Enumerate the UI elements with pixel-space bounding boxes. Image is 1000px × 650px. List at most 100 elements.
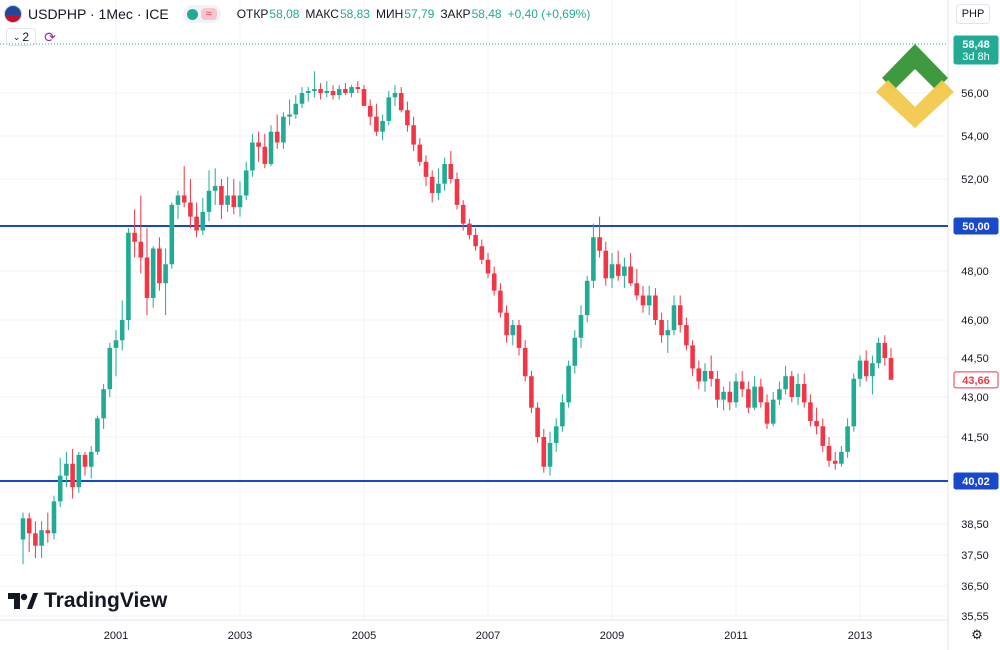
sync-icon[interactable]: ⟳ xyxy=(44,29,56,45)
candle-body xyxy=(504,312,509,336)
candle-body xyxy=(640,295,646,306)
candle-body xyxy=(659,320,664,336)
current-price-tag-countdown: 3d 8h xyxy=(962,51,990,63)
candle-body xyxy=(262,146,268,164)
y-tick-label: 46,00 xyxy=(961,315,989,327)
candle-body xyxy=(237,195,243,208)
candle-body xyxy=(132,232,137,242)
candle-body xyxy=(857,360,863,379)
delayed-data-icon: ≈ xyxy=(200,8,217,20)
logo-yellow-chevron xyxy=(876,80,954,128)
candle-body xyxy=(448,163,454,179)
change-value: +0,40 (+0,69%) xyxy=(507,7,591,21)
candle-body xyxy=(690,345,695,369)
candle-body xyxy=(653,295,658,320)
candle-body xyxy=(411,125,416,145)
lower-line-tag-bg xyxy=(953,472,999,490)
ohlc-values: ОТКР 58,08 МАКС 58,83 МИН 57,79 ЗАКР 58,48 +… xyxy=(237,7,597,21)
candle-body xyxy=(312,89,317,92)
candle-body xyxy=(727,391,733,403)
low-label: МИН xyxy=(375,7,404,21)
candle-body xyxy=(367,105,373,117)
candle-body xyxy=(305,91,311,93)
indicator-count: 2 xyxy=(22,30,30,44)
candle-body xyxy=(491,273,497,291)
candle-body xyxy=(206,190,212,212)
last-visible-price-tag-bg xyxy=(953,371,999,389)
candle-body xyxy=(888,358,894,380)
candle-body xyxy=(45,530,51,534)
candle-body xyxy=(405,110,410,126)
x-tick-label: 2001 xyxy=(104,630,128,642)
candle-body xyxy=(33,533,38,546)
usd-php-flag-icon xyxy=(4,5,22,23)
tradingview-mark-icon xyxy=(8,593,38,609)
candle-body xyxy=(677,305,683,326)
candle-body xyxy=(597,237,602,251)
candle-body xyxy=(200,211,206,231)
candle-body xyxy=(479,246,485,260)
candle-body xyxy=(814,421,819,427)
market-open-dot-icon xyxy=(186,8,198,20)
status-pill[interactable]: ≈ xyxy=(182,5,221,23)
candle-body xyxy=(57,475,63,502)
high-label: МАКС xyxy=(305,7,339,21)
open-label: ОТКР xyxy=(236,7,269,21)
candle-body xyxy=(88,451,94,467)
candle-body xyxy=(522,347,528,377)
indicator-toggle-button[interactable]: ⌄ 2 xyxy=(6,28,36,46)
candle-body xyxy=(398,93,404,111)
x-axis[interactable]: 2001 2003 2005 2007 2009 2011 2013 xyxy=(104,630,872,642)
candle-body xyxy=(82,454,88,467)
candle-body xyxy=(882,342,888,358)
candle-body xyxy=(671,305,677,331)
candle-body xyxy=(566,365,571,403)
candle-body xyxy=(615,264,621,276)
candle-body xyxy=(702,371,708,382)
candle-body xyxy=(789,376,795,397)
candle-body xyxy=(436,183,441,194)
chart-header: USDPHP · 1Мес · ICE ≈ ОТКР 58,08 МАКС 58,8… xyxy=(4,4,596,24)
watermark-logo xyxy=(876,44,954,128)
candles xyxy=(20,71,894,565)
candle-body xyxy=(498,290,503,313)
candle-body xyxy=(870,363,875,377)
candle-body xyxy=(126,232,131,320)
settings-gear-icon[interactable]: ⚙ xyxy=(971,627,983,642)
y-tick-label: 37,50 xyxy=(961,550,989,562)
candle-body xyxy=(256,142,261,147)
candle-body xyxy=(801,384,807,403)
candle-body xyxy=(194,216,199,231)
candle-body xyxy=(287,114,292,117)
candle-body xyxy=(820,426,826,446)
chevron-down-icon: ⌄ xyxy=(12,31,21,42)
candle-body xyxy=(119,320,125,341)
y-tick-label: 38,50 xyxy=(961,519,989,531)
candle-body xyxy=(101,389,106,419)
candle-body xyxy=(343,89,348,93)
candle-body xyxy=(758,386,764,403)
candle-body xyxy=(386,97,392,121)
close-label: ЗАКР xyxy=(440,7,471,21)
candle-body xyxy=(634,283,640,296)
candle-body xyxy=(113,340,119,348)
horizontal-lines[interactable] xyxy=(0,225,948,482)
candle-body xyxy=(553,426,559,443)
y-tick-label: 35,55 xyxy=(961,611,989,623)
candle-body xyxy=(715,378,720,400)
candle-body xyxy=(628,266,633,284)
candle-body xyxy=(274,131,280,143)
candle-body xyxy=(26,518,32,534)
candle-body xyxy=(591,237,596,281)
candle-body xyxy=(51,501,57,534)
candle-body xyxy=(851,378,857,427)
x-tick-label: 2005 xyxy=(352,630,376,642)
currency-button[interactable]: PHP xyxy=(956,4,990,24)
tradingview-logo[interactable]: TradingView xyxy=(8,589,167,613)
candle-body xyxy=(684,325,689,346)
symbol-label[interactable]: USDPHP · 1Мес · ICE xyxy=(28,6,169,22)
candle-body xyxy=(250,142,255,171)
y-axis[interactable]: 56,00 54,00 52,00 48,00 46,00 44,50 43,00 41,50… xyxy=(961,88,989,623)
candle-body xyxy=(64,463,69,476)
